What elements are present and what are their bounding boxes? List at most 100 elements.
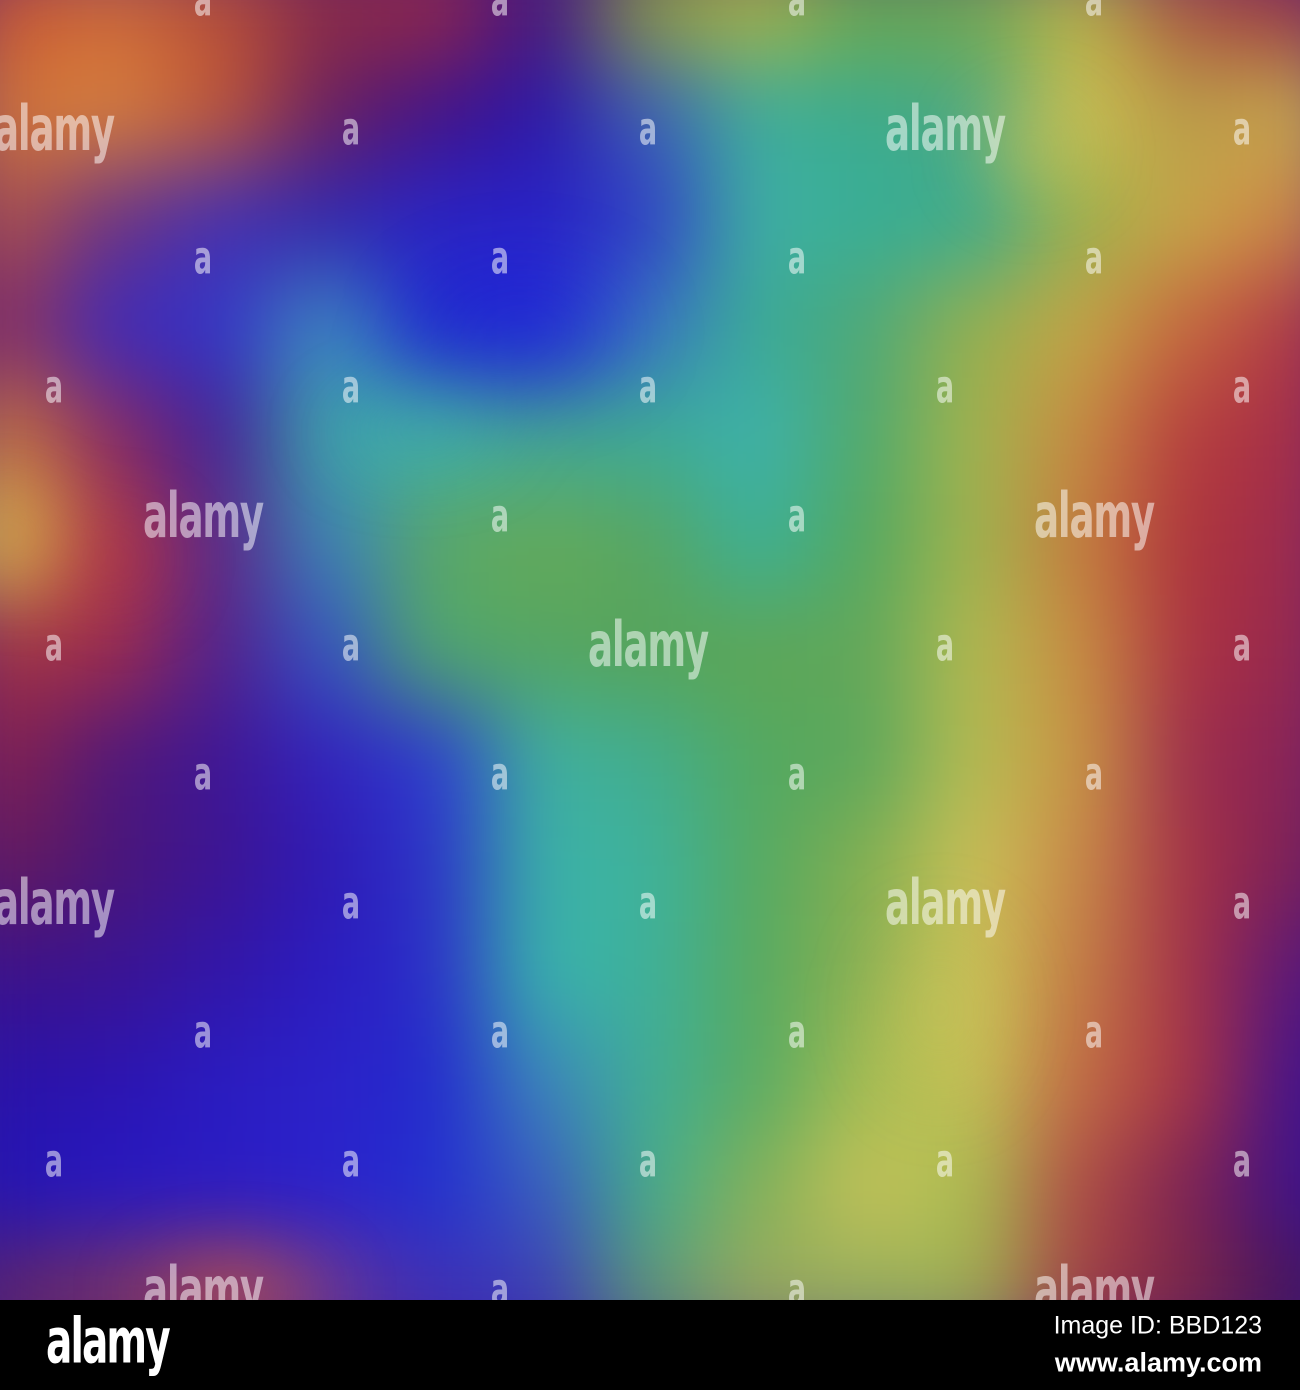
gradient-cell xyxy=(165,919,277,1031)
gradient-cell xyxy=(165,57,277,169)
gradient-cell xyxy=(1134,919,1246,1031)
alamy-watermark-letter: a xyxy=(44,1134,64,1188)
gradient-cell xyxy=(596,273,708,385)
gradient-cell xyxy=(380,596,492,708)
alamy-watermark-letter: a xyxy=(1232,876,1252,930)
gradient-cell xyxy=(165,0,277,62)
gradient-cell xyxy=(1026,596,1139,708)
gradient-cell xyxy=(596,1026,708,1139)
gradient-cell xyxy=(1026,811,1139,923)
alamy-watermark-letter: a xyxy=(787,1263,807,1301)
gradient-cell xyxy=(596,0,708,62)
alamy-watermark-letter: a xyxy=(341,618,361,672)
gradient-cell xyxy=(1242,165,1300,277)
gradient-cell xyxy=(57,57,169,169)
gradient-cell xyxy=(919,0,1031,62)
gradient-cell xyxy=(919,1242,1031,1300)
alamy-watermark-letter: a xyxy=(1232,360,1252,414)
gradient-cell xyxy=(273,919,385,1031)
gradient-cell xyxy=(1134,273,1246,385)
gradient-cell xyxy=(380,1242,492,1300)
gradient-cell xyxy=(488,273,600,385)
gradient-cell xyxy=(488,488,600,600)
gradient-cell xyxy=(380,488,492,600)
gradient-cell xyxy=(57,273,169,385)
gradient-cell xyxy=(488,596,600,708)
gradient-cell xyxy=(703,1026,816,1139)
alamy-watermark-word: alamy xyxy=(143,1253,264,1301)
gradient-cell xyxy=(703,919,816,1031)
gradient-cell xyxy=(380,0,492,62)
gradient-accent-blob xyxy=(330,215,710,445)
gradient-cell xyxy=(919,1134,1031,1246)
alamy-watermark-word: alamy xyxy=(1034,1253,1155,1301)
gradient-cell xyxy=(1242,380,1300,492)
alamy-watermark-letter: a xyxy=(193,0,213,27)
gradient-cell xyxy=(811,703,923,816)
alamy-watermark-letter: a xyxy=(935,360,955,414)
alamy-watermark-letter: a xyxy=(341,360,361,414)
gradient-cell xyxy=(811,488,923,600)
alamy-watermark-letter: a xyxy=(638,360,658,414)
gradient-cell xyxy=(919,1026,1031,1139)
gradient-cell xyxy=(0,57,62,169)
gradient-cell xyxy=(273,165,385,277)
gradient-cell xyxy=(1242,596,1300,708)
alamy-watermark-letter: a xyxy=(193,747,213,801)
alamy-watermark-letter: a xyxy=(787,0,807,27)
gradient-cell xyxy=(0,1026,62,1139)
gradient-cell xyxy=(380,273,492,385)
alamy-watermark-word: alamy xyxy=(0,866,115,939)
alamy-watermark-letter: a xyxy=(935,1134,955,1188)
alamy-watermark-letter: a xyxy=(1232,618,1252,672)
gradient-cell xyxy=(273,811,385,923)
gradient-cell xyxy=(0,1134,62,1246)
gradient-cell xyxy=(811,919,923,1031)
gradient-cell xyxy=(57,919,169,1031)
gradient-accent-blob xyxy=(830,860,1050,1160)
gradient-cell xyxy=(703,165,816,277)
gradient-cell xyxy=(165,165,277,277)
alamy-watermark-letter: a xyxy=(490,489,510,543)
gradient-cell xyxy=(273,596,385,708)
gradient-cell xyxy=(1134,596,1246,708)
gradient-cell xyxy=(273,273,385,385)
gradient-cell xyxy=(57,0,169,62)
gradient-cell xyxy=(596,380,708,492)
gradient-cell xyxy=(380,703,492,816)
alamy-watermark-letter: a xyxy=(638,876,658,930)
alamy-watermark-letter: a xyxy=(1084,747,1104,801)
gradient-cell xyxy=(1134,380,1246,492)
gradient-cell xyxy=(703,1242,816,1300)
gradient-cell xyxy=(811,273,923,385)
alamy-watermark-letter: a xyxy=(638,102,658,156)
gradient-cell xyxy=(811,1134,923,1246)
gradient-cell xyxy=(811,1242,923,1300)
footer-bar: alamy Image ID: BBD123 www.alamy.com xyxy=(0,1300,1300,1390)
gradient-cell xyxy=(1134,1242,1246,1300)
footer-info: Image ID: BBD123 www.alamy.com xyxy=(1054,1312,1262,1379)
alamy-watermark-word: alamy xyxy=(143,479,264,552)
gradient-cell xyxy=(165,703,277,816)
gradient-cell xyxy=(1242,1134,1300,1246)
gradient-cell xyxy=(1242,919,1300,1031)
alamy-watermark-letter: a xyxy=(1232,102,1252,156)
gradient-cell xyxy=(1026,1242,1139,1300)
gradient-cell xyxy=(488,0,600,62)
gradient-cell xyxy=(811,57,923,169)
alamy-watermark-word: alamy xyxy=(588,608,709,681)
gradient-cell xyxy=(919,596,1031,708)
alamy-watermark-letter: a xyxy=(1084,0,1104,27)
gradient-cell xyxy=(380,811,492,923)
gradient-cell xyxy=(380,919,492,1031)
gradient-cell xyxy=(811,165,923,277)
alamy-watermark-letter: a xyxy=(341,102,361,156)
image-id-text: Image ID: BBD123 xyxy=(1053,1311,1262,1340)
gradient-accent-blob xyxy=(937,75,1127,225)
gradient-cell xyxy=(0,919,62,1031)
gradient-cell xyxy=(1134,488,1246,600)
gradient-cell xyxy=(380,1026,492,1139)
gradient-cell xyxy=(919,703,1031,816)
gradient-cell xyxy=(165,811,277,923)
gradient-cell xyxy=(811,380,923,492)
